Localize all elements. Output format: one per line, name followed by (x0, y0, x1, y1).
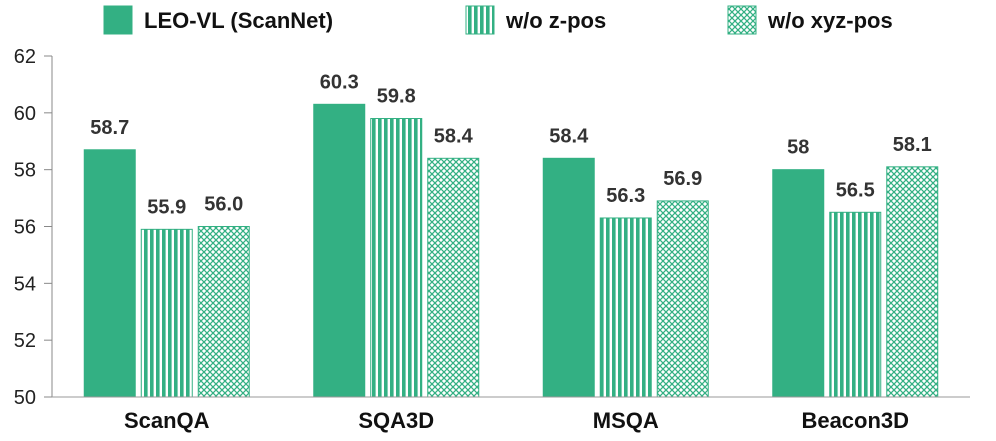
y-tick-label: 56 (14, 217, 36, 239)
legend-swatch (103, 5, 133, 35)
legend-label: w/o z-pos (505, 8, 606, 33)
bar (656, 200, 709, 398)
bar-value-label: 58.7 (90, 117, 129, 139)
legend-swatch (727, 5, 757, 35)
bar (140, 228, 193, 398)
x-category-label: SQA3D (358, 408, 434, 433)
bar-value-label: 60.3 (320, 71, 359, 93)
bar-value-label: 59.8 (377, 86, 416, 108)
bar (829, 211, 882, 398)
legend-label: w/o xyz-pos (767, 8, 893, 33)
y-tick-label: 50 (14, 387, 36, 409)
y-tick-label: 54 (14, 273, 36, 295)
bar (370, 118, 423, 398)
bar (772, 169, 825, 398)
y-axis: 50 52 54 56 58 60 62 (14, 46, 53, 409)
bar-value-label: 58.4 (549, 125, 589, 147)
legend-label: LEO-VL (ScanNet) (144, 8, 333, 33)
y-tick-label: 60 (14, 103, 36, 125)
y-tick-label: 58 (14, 160, 36, 182)
data-labels: 58.7 55.9 56.0 60.3 59.8 58.4 58.4 56.3 56.9 58 56… (90, 71, 931, 218)
x-category-label: MSQA (593, 408, 659, 433)
bar-value-label: 56.0 (204, 194, 243, 216)
bar-value-label: 58 (787, 137, 809, 159)
bar-value-label: 56.3 (606, 185, 645, 207)
bar (313, 103, 366, 398)
bar-value-label: 56.5 (836, 179, 875, 201)
bar (427, 157, 480, 398)
bar-value-label: 55.9 (147, 196, 186, 218)
x-category-label: ScanQA (124, 408, 210, 433)
y-tick-label: 62 (14, 46, 36, 68)
bar (886, 166, 939, 398)
legend-swatch (465, 5, 495, 35)
y-tick-label: 52 (14, 330, 36, 352)
bars (83, 103, 939, 398)
bar (542, 157, 595, 398)
x-category-label: Beacon3D (801, 408, 909, 433)
bar (83, 149, 136, 398)
x-axis: ScanQA SQA3D MSQA Beacon3D (52, 396, 970, 433)
bar (599, 217, 652, 398)
bar (197, 226, 250, 398)
bar-value-label: 56.9 (663, 168, 702, 190)
bar-value-label: 58.1 (893, 134, 932, 156)
bar-value-label: 58.4 (434, 125, 474, 147)
legend: LEO-VL (ScanNet) w/o z-pos w/o xyz-pos (103, 5, 893, 35)
